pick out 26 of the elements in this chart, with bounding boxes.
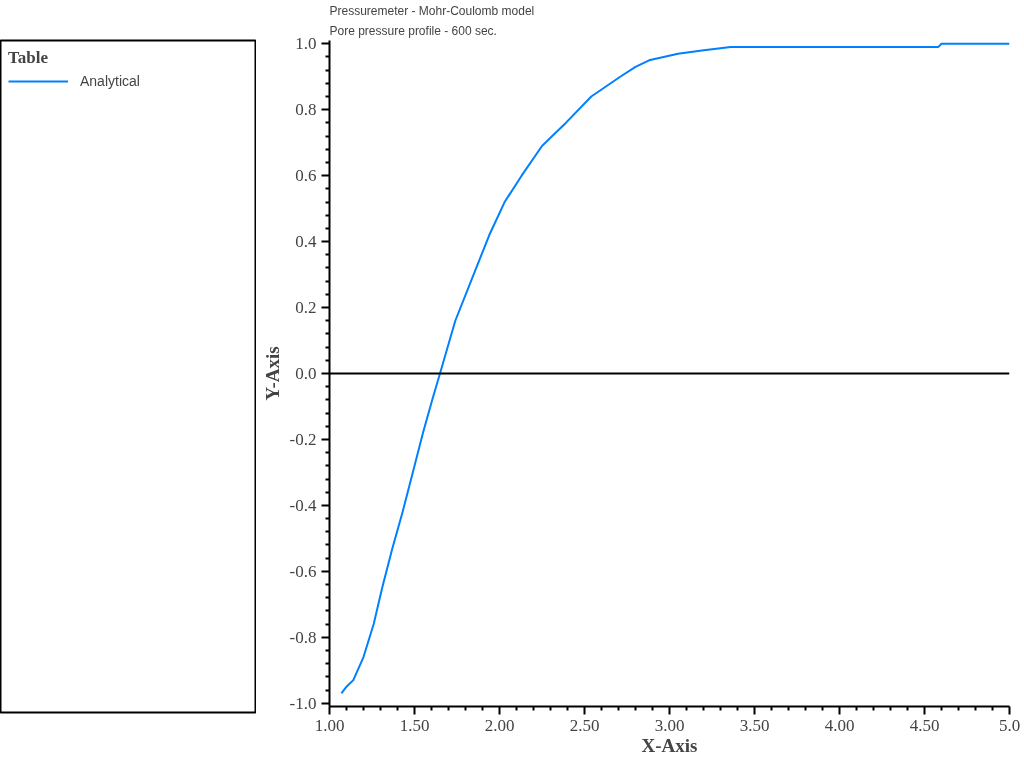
y-tick-label: 0.6: [295, 166, 317, 186]
x-tick-label: 4.00: [824, 715, 855, 735]
chart-title: Pressuremeter - Mohr-Coulomb model: [329, 3, 535, 18]
y-tick-label: -0.8: [289, 627, 317, 647]
y-tick-label: -0.2: [289, 429, 317, 449]
x-tick-label: 1.00: [314, 715, 345, 735]
x-tick-label: 2.50: [569, 715, 600, 735]
y-tick-label: -1.0: [289, 693, 317, 713]
chart-subtitle: Pore pressure profile - 600 sec.: [329, 23, 497, 38]
y-tick-label: 1.0: [295, 34, 317, 54]
legend-title: Table: [8, 48, 49, 68]
x-axis-title: X-Axis: [641, 734, 698, 756]
x-tick-label: 4.50: [909, 715, 940, 735]
y-axis-title: Y-Axis: [261, 346, 283, 401]
y-tick-label: -0.6: [289, 561, 317, 581]
legend-label: Analytical: [80, 73, 140, 89]
y-tick-label: 0.4: [295, 232, 317, 252]
x-tick-label: 3.00: [654, 715, 685, 735]
x-tick-label: 3.50: [739, 715, 770, 735]
x-tick-label: 5.0: [998, 715, 1021, 735]
x-tick-label: 1.50: [399, 715, 430, 735]
y-tick-label: 0.0: [295, 364, 317, 383]
x-tick-label: 2.00: [484, 715, 515, 735]
y-tick-label: -0.4: [289, 495, 317, 515]
y-tick-label: 0.2: [295, 298, 317, 318]
y-tick-label: 0.8: [295, 100, 317, 120]
